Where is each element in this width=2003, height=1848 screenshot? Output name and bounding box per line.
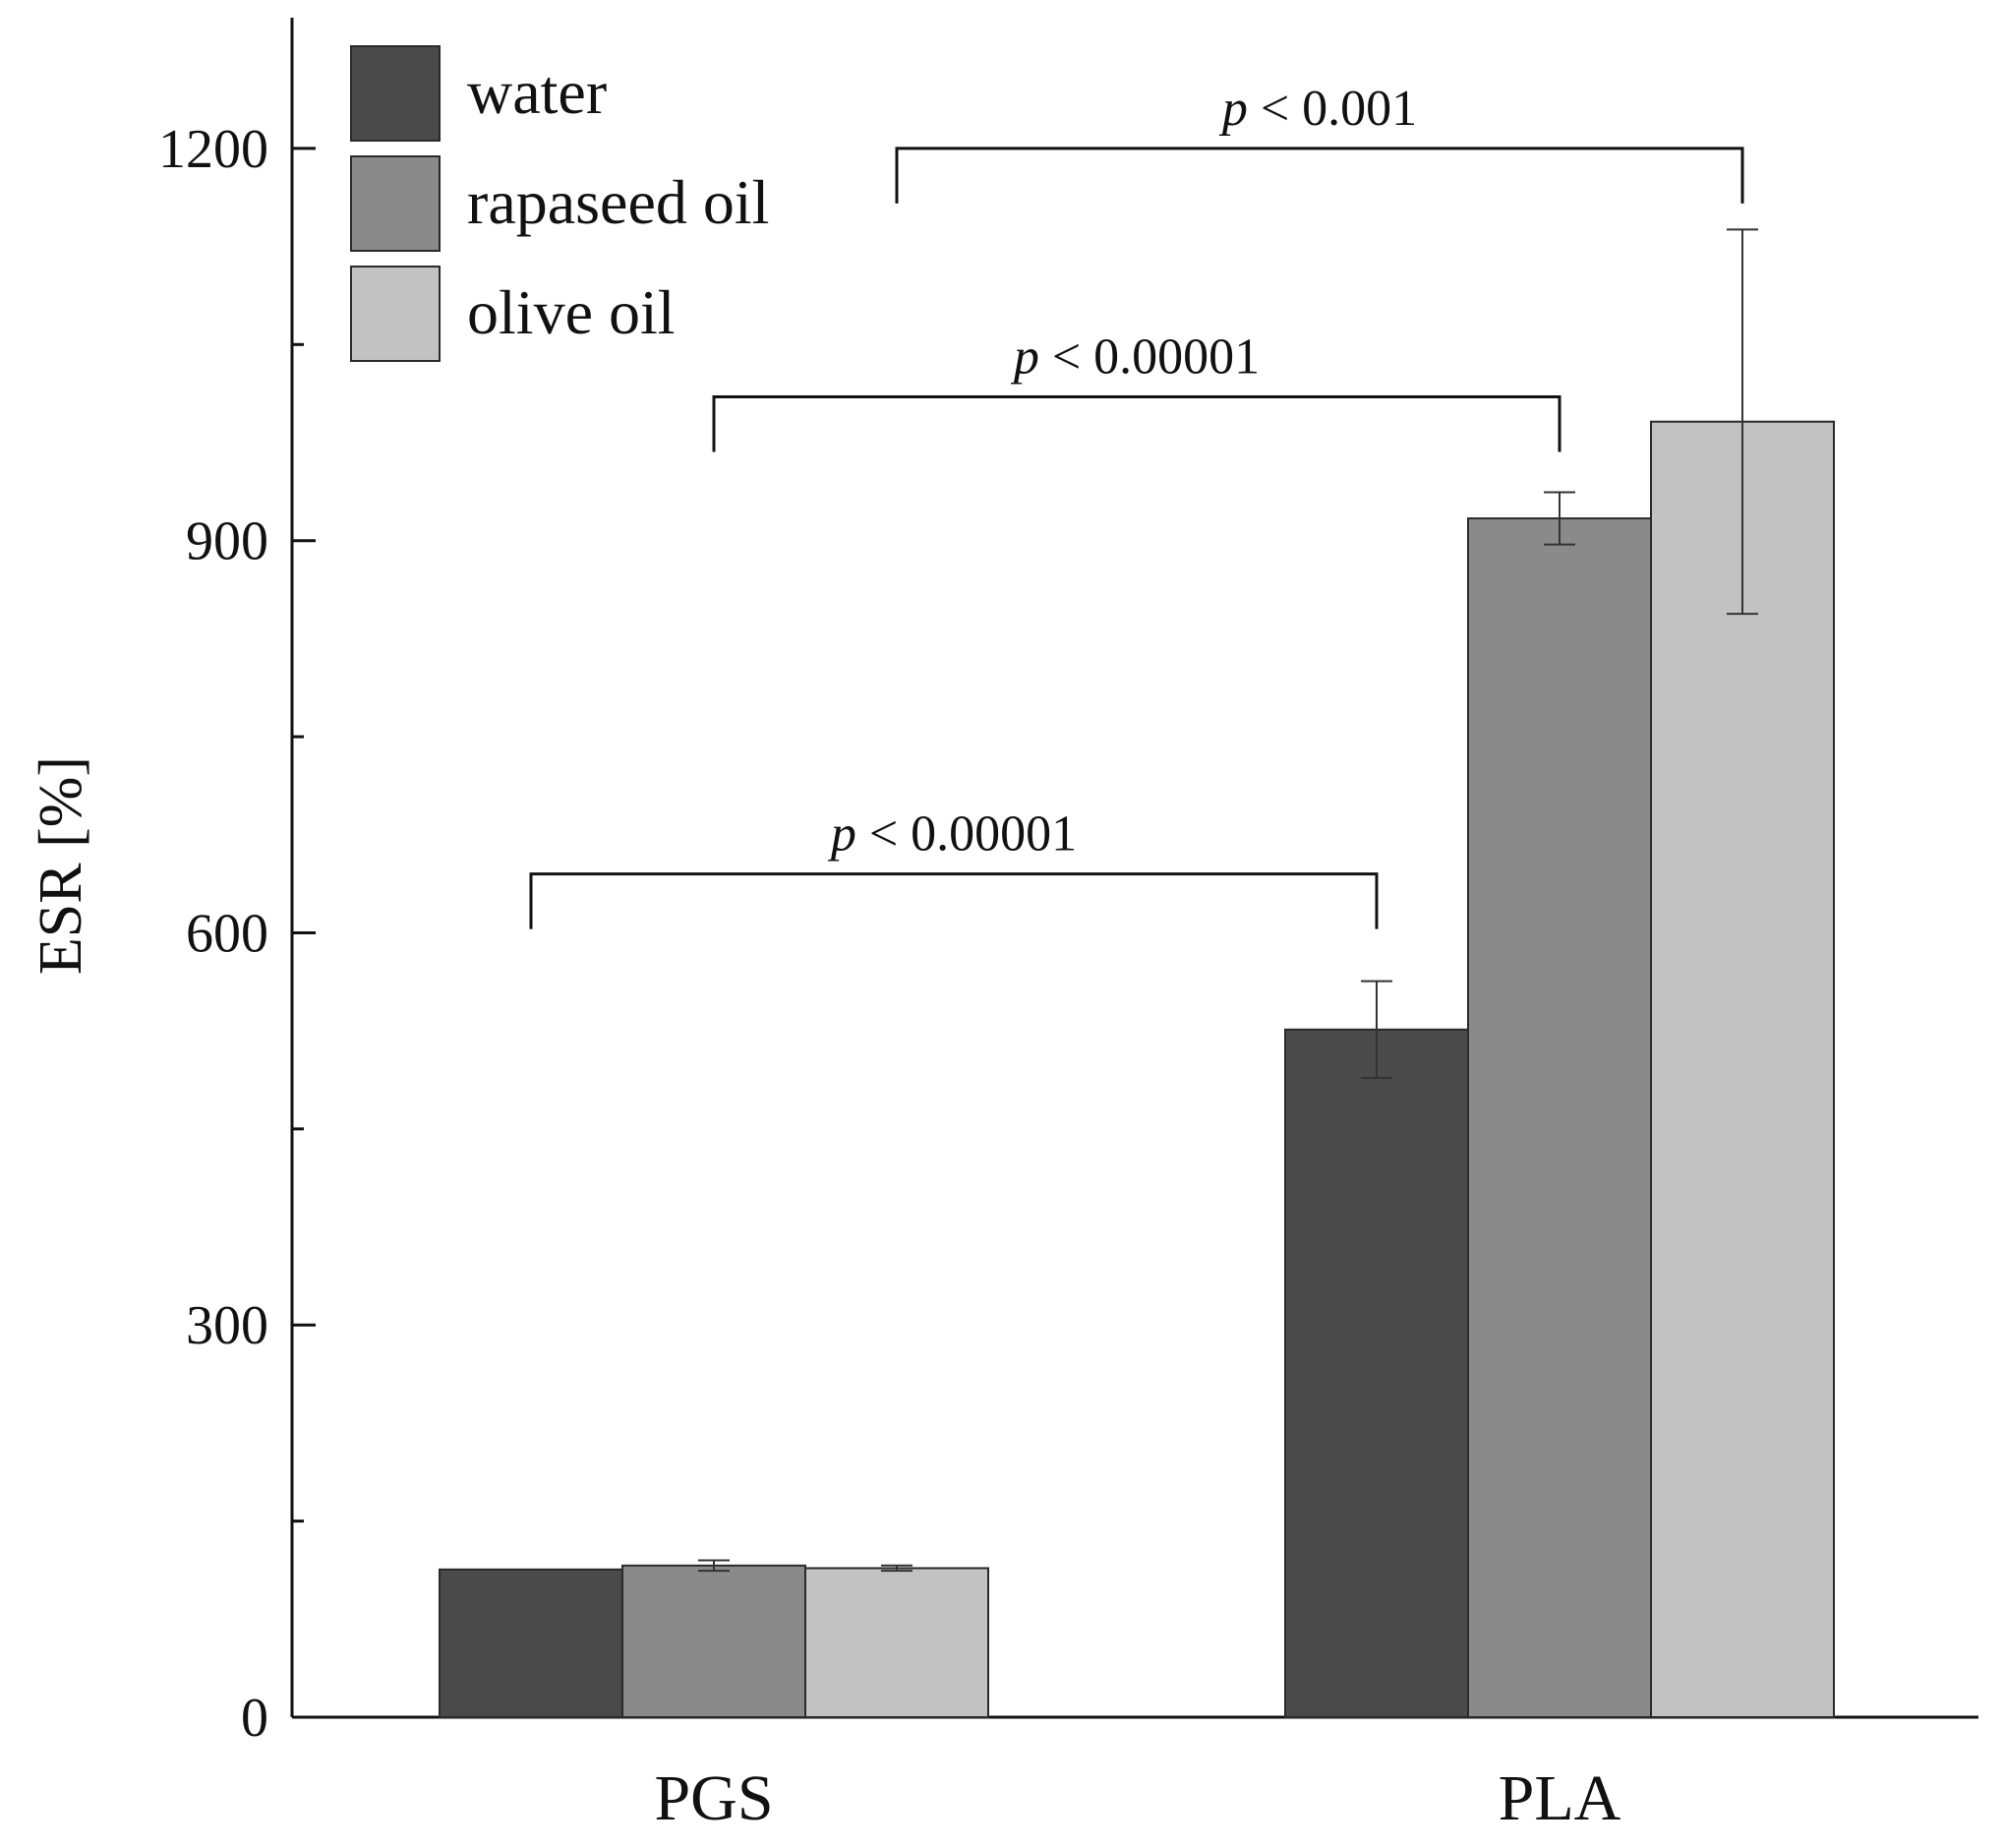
y-ticks: 0 300 600 900 1200 <box>158 119 316 1749</box>
y-tick-label-300: 300 <box>186 1295 268 1356</box>
category-label-pla: PLA <box>1499 1762 1621 1834</box>
legend: water rapaseed oil olive oil <box>350 45 769 362</box>
category-label-pgs: PGS <box>654 1762 773 1834</box>
category-labels: PGS PLA <box>654 1762 1620 1834</box>
significance-bracket-1: p < 0.00001 <box>529 806 1379 929</box>
significance-label-2: p < 0.00001 <box>1010 328 1260 385</box>
legend-item-water: water <box>350 45 607 142</box>
legend-swatch <box>350 45 441 142</box>
legend-item-olive-oil: olive oil <box>350 266 676 362</box>
bar-pla-water <box>1284 1028 1469 1718</box>
error-bar-pla-water <box>1361 980 1392 1080</box>
legend-item-rapaseed-oil: rapaseed oil <box>350 155 769 252</box>
legend-label: water <box>467 57 607 127</box>
y-axis-title: ESR [%] <box>28 756 94 975</box>
significance-bracket-2: p < 0.00001 <box>712 328 1561 452</box>
legend-label: rapaseed oil <box>467 167 769 237</box>
error-bar-pgs-rapaseed-oil <box>698 1559 730 1573</box>
error-bar-pla-olive-oil <box>1727 228 1758 616</box>
significance-label-1: p < 0.00001 <box>827 806 1077 863</box>
y-tick-label-1200: 1200 <box>158 119 268 180</box>
bar-pgs-water <box>439 1568 623 1718</box>
legend-swatch <box>350 266 441 362</box>
y-tick-label-600: 600 <box>186 903 268 964</box>
error-bars <box>698 228 1758 1573</box>
error-bar-pla-rapaseed-oil <box>1544 491 1575 546</box>
bars <box>439 420 1835 1719</box>
error-bar-pgs-olive-oil <box>881 1564 913 1573</box>
significance-brackets: p < 0.00001 p < 0.00001 p < 0.001 <box>529 81 1744 929</box>
y-tick-label-0: 0 <box>241 1688 268 1749</box>
y-tick-label-900: 900 <box>186 511 268 572</box>
legend-label: olive oil <box>467 277 676 347</box>
bar-pgs-olive-oil <box>804 1567 989 1718</box>
bar-pla-olive-oil <box>1650 420 1835 1718</box>
significance-label-3: p < 0.001 <box>1218 81 1417 137</box>
bar-pla-rapaseed-oil <box>1467 517 1652 1719</box>
significance-bracket-3: p < 0.001 <box>895 81 1744 204</box>
bar-pgs-rapaseed-oil <box>621 1564 806 1718</box>
legend-swatch <box>350 155 441 252</box>
